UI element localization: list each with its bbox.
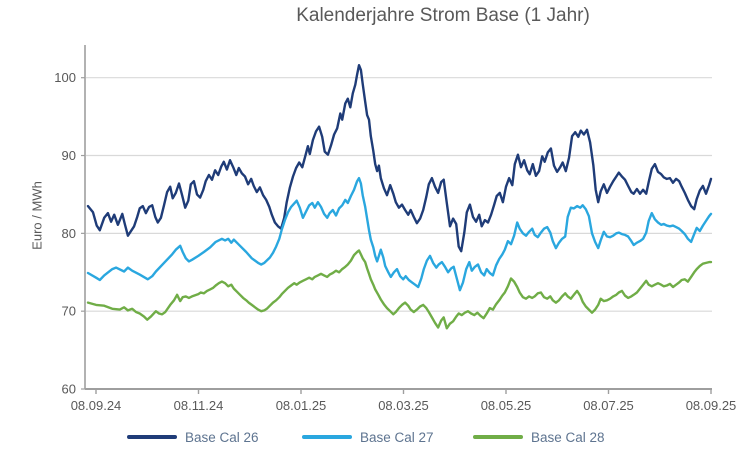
axis-ticks [81,77,712,394]
axes [84,45,712,390]
y-tick-label-60: 60 [62,382,76,397]
series-line-base-cal-26 [86,63,713,253]
y-tick-label-90: 90 [62,148,76,163]
legend-swatch [127,435,177,439]
legend-item-base-cal-28: Base Cal 28 [473,428,605,446]
legend-item-base-cal-26: Base Cal 26 [127,428,259,446]
y-axis-title: Euro / MWh [29,181,45,250]
x-tick-label-2: 08.01.25 [276,398,327,413]
x-tick-label-3: 08.03.25 [378,398,429,413]
x-tick-label-4: 08.05.25 [481,398,532,413]
gridlines [86,77,712,312]
series-line-base-cal-28 [86,249,713,330]
y-tick-label-80: 80 [62,226,76,241]
legend-label: Base Cal 27 [360,429,434,445]
legend: Base Cal 26 Base Cal 27 Base Cal 28 [0,428,750,448]
y-tick-label-100: 100 [54,70,76,85]
legend-item-base-cal-27: Base Cal 27 [302,428,434,446]
axis-tick-labels: 60 70 80 90 100 08.09.24 08.11.24 08.01.25 08.03… [54,70,736,413]
x-tick-label-0: 08.09.24 [71,398,122,413]
legend-label: Base Cal 26 [185,429,259,445]
legend-swatch [302,435,352,439]
x-tick-label-5: 08.07.25 [583,398,634,413]
series-line-base-cal-27 [86,176,713,292]
y-tick-label-70: 70 [62,304,76,319]
x-tick-label-6: 08.09.25 [686,398,737,413]
series-lines [86,63,713,330]
chart-title: Kalenderjahre Strom Base (1 Jahr) [296,5,590,26]
x-tick-label-1: 08.11.24 [174,398,224,413]
legend-label: Base Cal 28 [531,429,605,445]
legend-swatch [473,435,523,439]
